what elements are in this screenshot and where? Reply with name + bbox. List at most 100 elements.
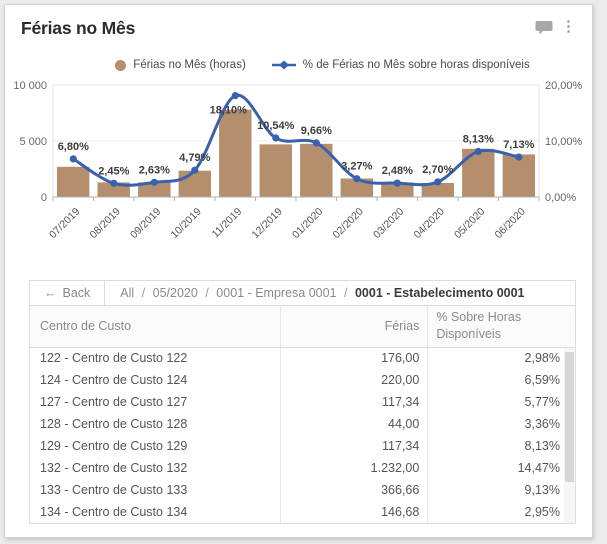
percent-data-label: 2,63% — [139, 164, 170, 176]
line-point-02/2020[interactable] — [353, 175, 361, 183]
back-label: Back — [62, 286, 91, 300]
percent-data-label: 3,27% — [341, 161, 372, 173]
table-row[interactable]: 124 - Centro de Custo 124 220,00 6,59% — [30, 369, 575, 391]
breadcrumb-separator: / — [205, 286, 209, 300]
cell-centro-de-custo: 124 - Centro de Custo 124 — [40, 373, 188, 387]
cell-ferias: 44,00 — [280, 413, 428, 435]
legend-item-bar[interactable]: Férias no Mês (horas) — [115, 59, 246, 71]
x-axis-label: 06/2020 — [493, 206, 528, 241]
breadcrumb-bar: ← Back All / 05/2020 / 0001 - Empresa 00… — [30, 281, 575, 306]
column-header-centro-de-custo[interactable]: Centro de Custo — [30, 306, 281, 348]
percent-data-label: 2,48% — [382, 165, 413, 177]
line-point-06/2020[interactable] — [515, 153, 523, 161]
percent-data-label: 8,13% — [463, 134, 494, 146]
bar-series-swatch-icon — [115, 59, 127, 71]
x-axis-label: 12/2019 — [250, 206, 285, 241]
x-axis-label: 03/2020 — [371, 206, 406, 241]
table-row[interactable]: 133 - Centro de Custo 133 366,66 9,13% — [30, 479, 575, 501]
left-axis-tick: 5 000 — [19, 136, 47, 148]
line-point-09/2019[interactable] — [150, 178, 158, 186]
line-point-03/2020[interactable] — [393, 179, 401, 187]
column-header-pct-horas[interactable]: % Sobre Horas Disponíveis — [427, 306, 575, 348]
table-row[interactable]: 134 - Centro de Custo 134 146,68 2,95% — [30, 501, 575, 523]
back-button[interactable]: ← Back — [30, 281, 106, 305]
bar-05/2020[interactable] — [462, 148, 495, 197]
line-point-01/2020[interactable] — [312, 139, 320, 147]
x-axis-label: 10/2019 — [169, 206, 204, 241]
cell-centro-de-custo: 129 - Centro de Custo 129 — [40, 439, 188, 453]
ferias-widget-card: Férias no Mês ⋮ Férias no Mês (horas) % … — [4, 4, 593, 538]
column-header-ferias[interactable]: Férias — [280, 306, 428, 348]
widget-menu-button[interactable]: ⋮ — [557, 18, 580, 36]
right-axis-tick: 0,00% — [545, 192, 576, 204]
cell-ferias: 220,00 — [280, 369, 428, 391]
table-header-row: Centro de Custo Férias % Sobre Horas Dis… — [30, 306, 575, 348]
cell-pct: 3,36% — [427, 413, 575, 435]
cell-ferias: 146,68 — [280, 501, 428, 523]
table-row[interactable]: 127 - Centro de Custo 127 117,34 5,77% — [30, 391, 575, 413]
table-scrollbar-thumb[interactable] — [565, 352, 574, 482]
line-point-11/2019[interactable] — [231, 92, 239, 100]
comment-button[interactable] — [531, 18, 557, 37]
breadcrumb-item-month[interactable]: 05/2020 — [152, 286, 198, 300]
centro-de-custo-table: Centro de Custo Férias % Sobre Horas Dis… — [30, 306, 575, 523]
legend-item-line[interactable]: % de Férias no Mês sobre horas disponíve… — [271, 59, 530, 71]
table-body: 122 - Centro de Custo 122 176,00 2,98% 124 … — [30, 347, 575, 523]
percent-data-label: 10,54% — [257, 120, 295, 132]
table-scrollbar-track[interactable] — [564, 348, 575, 523]
x-axis-label: 05/2020 — [452, 206, 487, 241]
x-axis-label: 08/2019 — [88, 206, 123, 241]
percent-data-label: 2,45% — [98, 165, 129, 177]
cell-centro-de-custo: 132 - Centro de Custo 132 — [40, 461, 188, 475]
x-axis-label: 11/2019 — [210, 206, 245, 241]
table-row[interactable]: 122 - Centro de Custo 122 176,00 2,98% — [30, 347, 575, 369]
cell-centro-de-custo: 127 - Centro de Custo 127 — [40, 395, 188, 409]
percent-data-label: 9,66% — [301, 125, 332, 137]
cell-centro-de-custo: 122 - Centro de Custo 122 — [40, 351, 188, 366]
cell-ferias: 366,66 — [280, 479, 428, 501]
x-axis-label: 02/2020 — [331, 206, 366, 241]
bar-11/2019[interactable] — [219, 109, 252, 197]
breadcrumb-separator: / — [141, 286, 146, 300]
line-point-04/2020[interactable] — [434, 178, 442, 186]
cell-pct: 8,13% — [427, 435, 575, 457]
breadcrumb-current: 0001 - Estabelecimento 0001 — [354, 286, 525, 300]
percent-data-label: 4,79% — [179, 152, 210, 164]
bar-12/2019[interactable] — [259, 144, 292, 197]
cell-ferias: 117,34 — [280, 391, 428, 413]
bar-03/2020[interactable] — [381, 182, 414, 197]
cell-ferias: 1.232,00 — [280, 457, 428, 479]
breadcrumb-separator: / — [344, 286, 348, 300]
cell-pct: 6,59% — [427, 369, 575, 391]
table-row[interactable]: 129 - Centro de Custo 129 117,34 8,13% — [30, 435, 575, 457]
bar-06/2020[interactable] — [502, 154, 535, 197]
cell-pct: 5,77% — [427, 391, 575, 413]
cell-pct: 2,95% — [427, 501, 575, 523]
breadcrumb-item-all[interactable]: All — [120, 286, 135, 300]
bar-04/2020[interactable] — [421, 183, 454, 197]
left-axis-tick: 10 000 — [13, 80, 47, 92]
left-axis-tick: 0 — [41, 192, 47, 204]
table-row[interactable]: 128 - Centro de Custo 128 44,00 3,36% — [30, 413, 575, 435]
cell-pct: 2,98% — [427, 347, 575, 369]
line-point-12/2019[interactable] — [272, 134, 280, 142]
bar-10/2019[interactable] — [178, 170, 211, 197]
bar-09/2019[interactable] — [138, 182, 171, 197]
percent-data-label: 2,70% — [422, 164, 453, 176]
back-arrow-icon: ← — [44, 286, 57, 300]
line-point-08/2019[interactable] — [110, 179, 118, 187]
line-point-05/2020[interactable] — [474, 147, 482, 156]
cell-pct: 9,13% — [427, 479, 575, 501]
table-row[interactable]: 132 - Centro de Custo 132 1.232,00 14,47% — [30, 457, 575, 479]
chart-legend: Férias no Mês (horas) % de Férias no Mês… — [29, 59, 607, 71]
drilldown-table-card: ← Back All / 05/2020 / 0001 - Empresa 00… — [29, 280, 576, 524]
cell-centro-de-custo: 134 - Centro de Custo 134 — [40, 505, 188, 519]
legend-label-line: % de Férias no Mês sobre horas disponíve… — [302, 59, 530, 71]
widget-title: Férias no Mês — [21, 18, 136, 38]
bar-07/2019[interactable] — [57, 166, 90, 197]
line-point-10/2019[interactable] — [191, 166, 199, 174]
line-point-07/2019[interactable] — [69, 155, 77, 163]
legend-label-bar: Férias no Mês (horas) — [133, 59, 246, 71]
breadcrumb-item-empresa[interactable]: 0001 - Empresa 0001 — [216, 286, 337, 300]
x-axis-label: 07/2019 — [47, 206, 82, 241]
